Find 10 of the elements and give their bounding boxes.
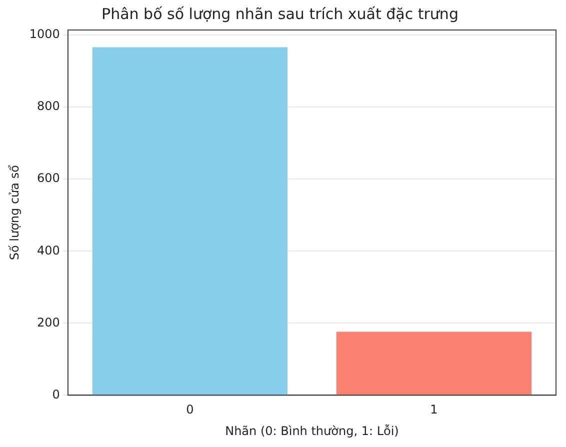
y-tick-label: 600 bbox=[37, 171, 60, 186]
y-tick-label: 400 bbox=[37, 243, 60, 258]
y-tick-label: 800 bbox=[37, 99, 60, 114]
x-tick-label: 1 bbox=[430, 402, 438, 417]
x-axis-title: Nhãn (0: Bình thường, 1: Lỗi) bbox=[225, 424, 399, 438]
chart-title: Phân bố số lượng nhãn sau trích xuất đặc trưng bbox=[102, 4, 458, 23]
y-axis-title: Số lượng cửa sổ bbox=[7, 164, 22, 260]
y-tick-label: 0 bbox=[52, 387, 60, 402]
y-tick-label: 200 bbox=[37, 315, 60, 330]
y-tick-label: 1000 bbox=[29, 27, 60, 42]
